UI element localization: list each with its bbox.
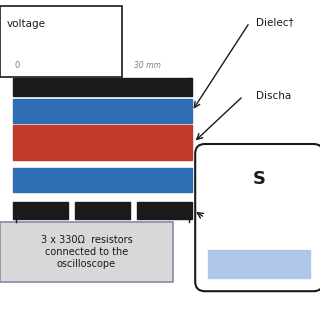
Bar xyxy=(0,222,173,282)
Bar xyxy=(13,125,192,160)
Text: voltage: voltage xyxy=(6,19,45,29)
Text: Discha: Discha xyxy=(256,91,291,101)
Bar xyxy=(137,202,192,219)
Bar xyxy=(13,202,68,219)
Text: Dielec†: Dielec† xyxy=(256,17,294,28)
FancyBboxPatch shape xyxy=(195,144,320,291)
Bar xyxy=(13,78,192,96)
Bar xyxy=(13,99,192,123)
Bar xyxy=(0,6,122,77)
Text: S: S xyxy=(253,170,266,188)
Bar xyxy=(75,202,130,219)
Bar xyxy=(13,168,192,192)
Text: 3 x 330Ω  resistors
connected to the
oscilloscope: 3 x 330Ω resistors connected to the osci… xyxy=(41,236,132,268)
Bar xyxy=(208,250,310,278)
Text: 30 mm: 30 mm xyxy=(134,61,161,70)
Text: 0: 0 xyxy=(14,61,20,70)
